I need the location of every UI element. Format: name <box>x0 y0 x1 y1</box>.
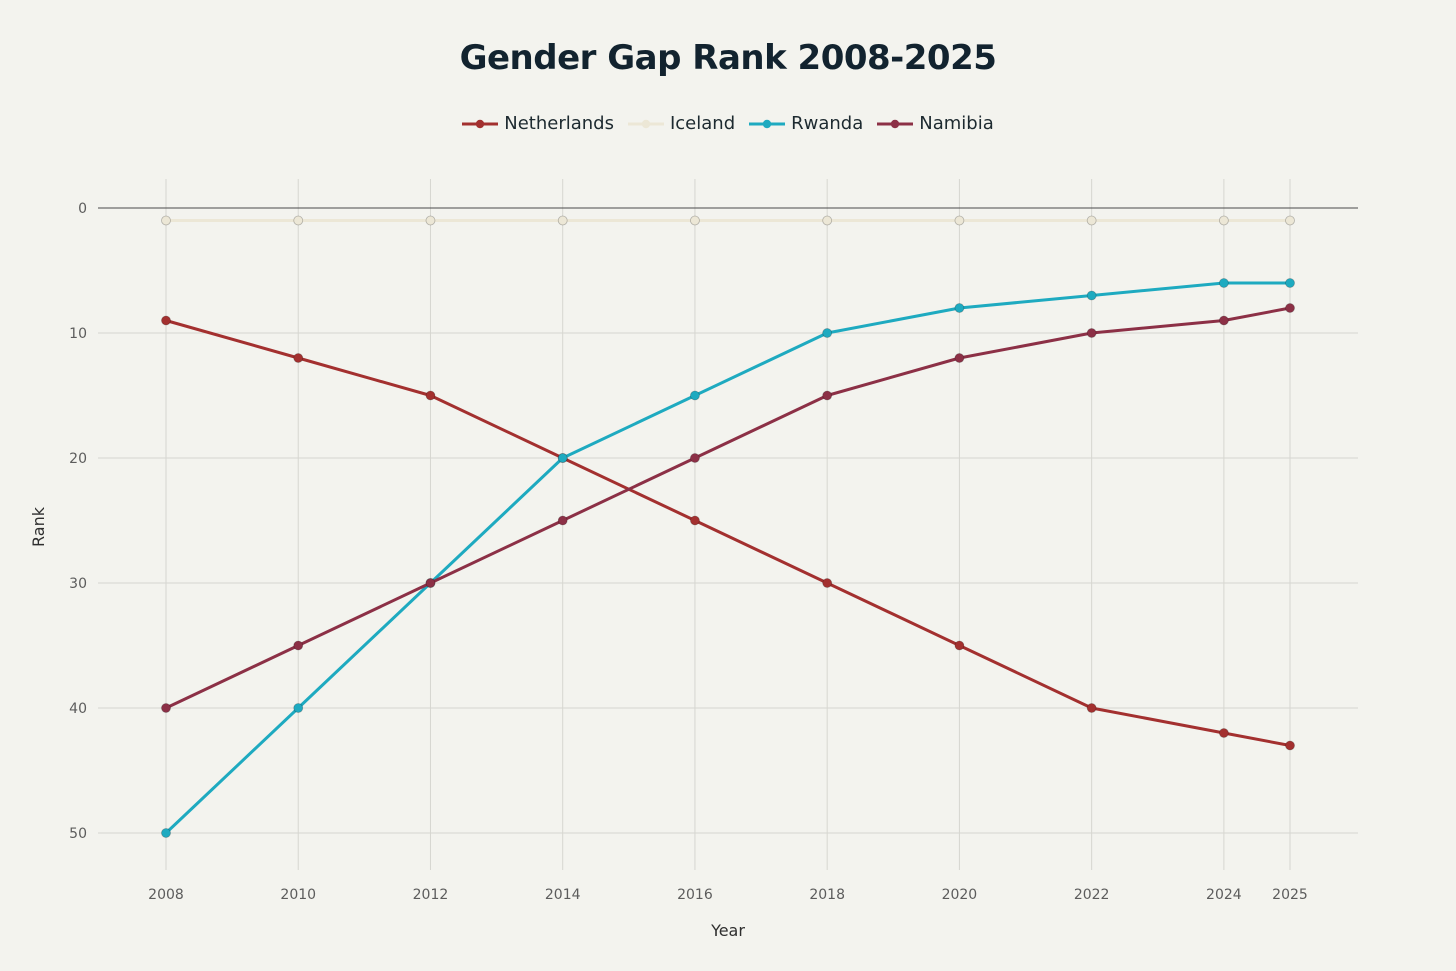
data-point-rwanda[interactable] <box>954 303 965 313</box>
series-layer <box>161 215 1295 838</box>
data-point-iceland[interactable] <box>1218 215 1229 226</box>
data-point-iceland[interactable] <box>954 215 965 226</box>
legend-label-rwanda: Rwanda <box>791 113 864 134</box>
data-point-iceland[interactable] <box>822 215 833 226</box>
data-point-namibia[interactable] <box>1086 328 1097 338</box>
data-point-namibia[interactable] <box>557 515 568 526</box>
legend-swatch-namibia-icon <box>877 119 914 128</box>
x-tick-label: 2022 <box>1074 887 1110 903</box>
axis-layer: 2008 2010 2012 2014 2016 2018 2020 2022 2024 2025… <box>69 201 1308 903</box>
legend-item-namibia[interactable]: Namibia <box>877 113 994 134</box>
data-point-netherlands[interactable] <box>1285 740 1295 751</box>
data-point-namibia[interactable] <box>954 353 965 363</box>
data-point-namibia[interactable] <box>1218 315 1229 326</box>
data-point-netherlands[interactable] <box>954 640 965 651</box>
data-point-rwanda[interactable] <box>822 328 833 338</box>
y-tick-label: 30 <box>69 576 87 592</box>
data-point-iceland[interactable] <box>161 215 171 226</box>
data-point-rwanda[interactable] <box>161 828 171 838</box>
data-point-rwanda[interactable] <box>1086 290 1097 301</box>
series-line-namibia[interactable] <box>164 306 1292 710</box>
data-point-rwanda[interactable] <box>1218 278 1229 288</box>
x-axis-title: Year <box>710 921 745 940</box>
data-point-namibia[interactable] <box>1285 303 1295 313</box>
data-point-iceland[interactable] <box>690 215 700 226</box>
data-point-netherlands[interactable] <box>1086 703 1097 713</box>
data-point-rwanda[interactable] <box>690 390 700 401</box>
data-point-namibia[interactable] <box>822 390 833 401</box>
data-point-netherlands[interactable] <box>425 390 436 401</box>
legend-label-netherlands: Netherlands <box>504 113 614 134</box>
y-tick-label: 20 <box>69 451 87 467</box>
legend-swatch-iceland-icon <box>627 119 664 128</box>
grid-layer <box>98 179 1358 870</box>
data-point-netherlands[interactable] <box>822 578 833 588</box>
data-point-netherlands[interactable] <box>1218 728 1229 738</box>
series-line-netherlands[interactable] <box>164 319 1292 747</box>
x-tick-label: 2025 <box>1272 887 1308 903</box>
legend-label-namibia: Namibia <box>919 113 994 134</box>
data-point-iceland[interactable] <box>425 215 436 226</box>
chart-title: Gender Gap Rank 2008-2025 <box>459 38 997 78</box>
x-tick-label: 2018 <box>809 887 845 903</box>
data-point-iceland[interactable] <box>293 215 304 226</box>
data-point-netherlands[interactable] <box>690 515 700 526</box>
data-point-rwanda[interactable] <box>293 703 304 713</box>
data-point-iceland[interactable] <box>1086 215 1097 226</box>
data-point-namibia[interactable] <box>293 640 304 651</box>
data-point-namibia[interactable] <box>161 703 171 713</box>
data-point-netherlands[interactable] <box>161 315 171 326</box>
data-point-iceland[interactable] <box>557 215 568 226</box>
data-point-rwanda[interactable] <box>557 453 568 463</box>
y-tick-label: 40 <box>69 701 87 717</box>
y-tick-label: 50 <box>69 826 87 842</box>
legend-swatch-rwanda-icon <box>749 119 786 128</box>
legend-label-iceland: Iceland <box>669 113 736 134</box>
y-tick-label: 10 <box>69 326 87 342</box>
series-line-rwanda[interactable] <box>164 281 1292 835</box>
x-tick-label: 2008 <box>148 887 184 903</box>
x-tick-label: 2016 <box>677 887 713 903</box>
legend-item-iceland[interactable]: Iceland <box>627 113 736 134</box>
x-tick-label: 2012 <box>413 887 449 903</box>
legend-swatch-netherlands-icon <box>462 119 499 128</box>
x-tick-label: 2014 <box>545 887 581 903</box>
data-point-iceland[interactable] <box>1285 215 1295 226</box>
x-tick-label: 2024 <box>1206 887 1242 903</box>
data-point-namibia[interactable] <box>425 578 436 588</box>
data-point-rwanda[interactable] <box>1285 278 1295 288</box>
y-axis-title: Rank <box>29 506 48 547</box>
legend-item-rwanda[interactable]: Rwanda <box>749 113 863 134</box>
data-point-netherlands[interactable] <box>293 353 304 363</box>
x-tick-label: 2020 <box>942 887 978 903</box>
legend: Netherlands Iceland Rwanda Namibia <box>0 113 1456 134</box>
x-tick-label: 2010 <box>280 887 316 903</box>
data-point-namibia[interactable] <box>690 453 700 463</box>
y-tick-label: 0 <box>78 201 87 217</box>
legend-item-netherlands[interactable]: Netherlands <box>462 113 614 134</box>
